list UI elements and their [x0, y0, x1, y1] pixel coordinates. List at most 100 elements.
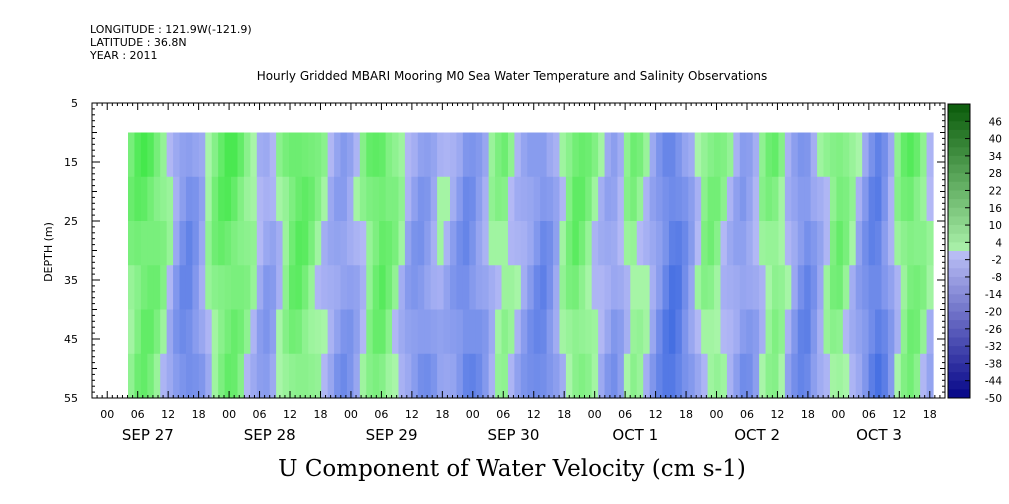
heat-cell	[630, 265, 638, 311]
heat-cell	[482, 176, 490, 222]
heat-cell	[559, 353, 567, 399]
heat-cell	[701, 221, 709, 266]
heat-cell	[907, 353, 915, 399]
heat-cell	[643, 309, 651, 355]
heat-cell	[611, 176, 619, 222]
heat-cell	[276, 221, 284, 266]
heat-cell	[900, 176, 908, 222]
heat-cell	[321, 221, 329, 266]
heat-cell	[224, 132, 232, 178]
x-hour-label: 00	[588, 408, 602, 421]
x-hour-label: 00	[466, 408, 480, 421]
heat-cell	[668, 265, 676, 311]
heat-cell	[269, 221, 277, 266]
heat-cell	[211, 309, 219, 355]
heat-cell	[739, 221, 747, 266]
heat-cell	[804, 309, 812, 355]
heat-cell	[662, 132, 670, 178]
heat-cell	[810, 176, 818, 222]
heat-cell	[269, 176, 277, 222]
heat-cell	[733, 221, 741, 266]
heat-cell	[572, 265, 580, 311]
heat-cell	[404, 309, 412, 355]
heat-cell	[707, 353, 715, 399]
x-hour-label: 12	[770, 408, 784, 421]
heat-cell	[379, 353, 387, 399]
colorbar-swatch	[948, 242, 970, 252]
heat-cell	[559, 309, 567, 355]
heat-cell	[617, 176, 625, 222]
heat-cell	[553, 176, 561, 222]
heat-cell	[243, 221, 251, 266]
heat-cell	[829, 132, 837, 178]
heat-cell	[823, 309, 831, 355]
heat-cell	[128, 265, 136, 311]
heat-cell	[881, 353, 889, 399]
heat-cell	[314, 265, 322, 311]
heat-cell	[237, 176, 245, 222]
heat-cell	[585, 176, 593, 222]
heat-cell	[630, 132, 638, 178]
heat-cell	[714, 265, 722, 311]
heat-cell	[514, 309, 522, 355]
heat-cell	[900, 353, 908, 399]
heat-cell	[366, 309, 374, 355]
heat-cell	[211, 265, 219, 311]
heat-cell	[289, 309, 297, 355]
heat-cell	[385, 309, 393, 355]
heat-cell	[417, 353, 425, 399]
heat-cell	[630, 353, 638, 399]
y-tick-label: 35	[64, 274, 78, 287]
heat-cell	[379, 221, 387, 266]
heat-cell	[295, 221, 303, 266]
heat-cell	[527, 221, 535, 266]
heat-cell	[611, 353, 619, 399]
heat-cell	[875, 132, 883, 178]
heat-cell	[920, 176, 928, 222]
heat-cell	[359, 132, 367, 178]
heat-cell	[237, 221, 245, 266]
heat-cell	[842, 132, 850, 178]
heat-cell	[920, 309, 928, 355]
heat-cell	[372, 221, 380, 266]
heat-cell	[894, 353, 902, 399]
heat-cell	[598, 265, 606, 311]
heat-cell	[392, 309, 400, 355]
heat-cell	[295, 176, 303, 222]
heat-cell	[334, 176, 342, 222]
heat-cell	[810, 221, 818, 266]
heat-cell	[327, 309, 335, 355]
heat-cell	[289, 221, 297, 266]
heat-cell	[327, 132, 335, 178]
heat-cell	[920, 132, 928, 178]
heat-cell	[849, 309, 857, 355]
heat-cell	[456, 353, 464, 399]
heat-cell	[160, 265, 168, 311]
heat-cell	[887, 176, 895, 222]
heat-cell	[179, 265, 187, 311]
heat-cell	[681, 221, 689, 266]
heat-cell	[565, 353, 573, 399]
heat-cell	[218, 353, 226, 399]
heat-cell	[224, 176, 232, 222]
heat-cell	[218, 132, 226, 178]
heat-cell	[417, 132, 425, 178]
heat-cell	[604, 353, 612, 399]
heat-cell	[649, 265, 657, 311]
heat-cell	[404, 265, 412, 311]
y-tick-label: 5	[71, 97, 78, 110]
heat-cell	[482, 353, 490, 399]
x-date-label: SEP 29	[366, 426, 418, 444]
heat-cell	[565, 221, 573, 266]
heat-cell	[404, 221, 412, 266]
heat-cell	[546, 309, 554, 355]
heat-cell	[585, 309, 593, 355]
heat-cell	[784, 221, 792, 266]
heat-cell	[636, 176, 644, 222]
heat-cell	[224, 353, 232, 399]
heat-cell	[707, 265, 715, 311]
colorbar-swatch	[948, 199, 970, 209]
heat-cell	[913, 309, 921, 355]
heat-cell	[752, 221, 760, 266]
heat-cell	[855, 176, 863, 222]
